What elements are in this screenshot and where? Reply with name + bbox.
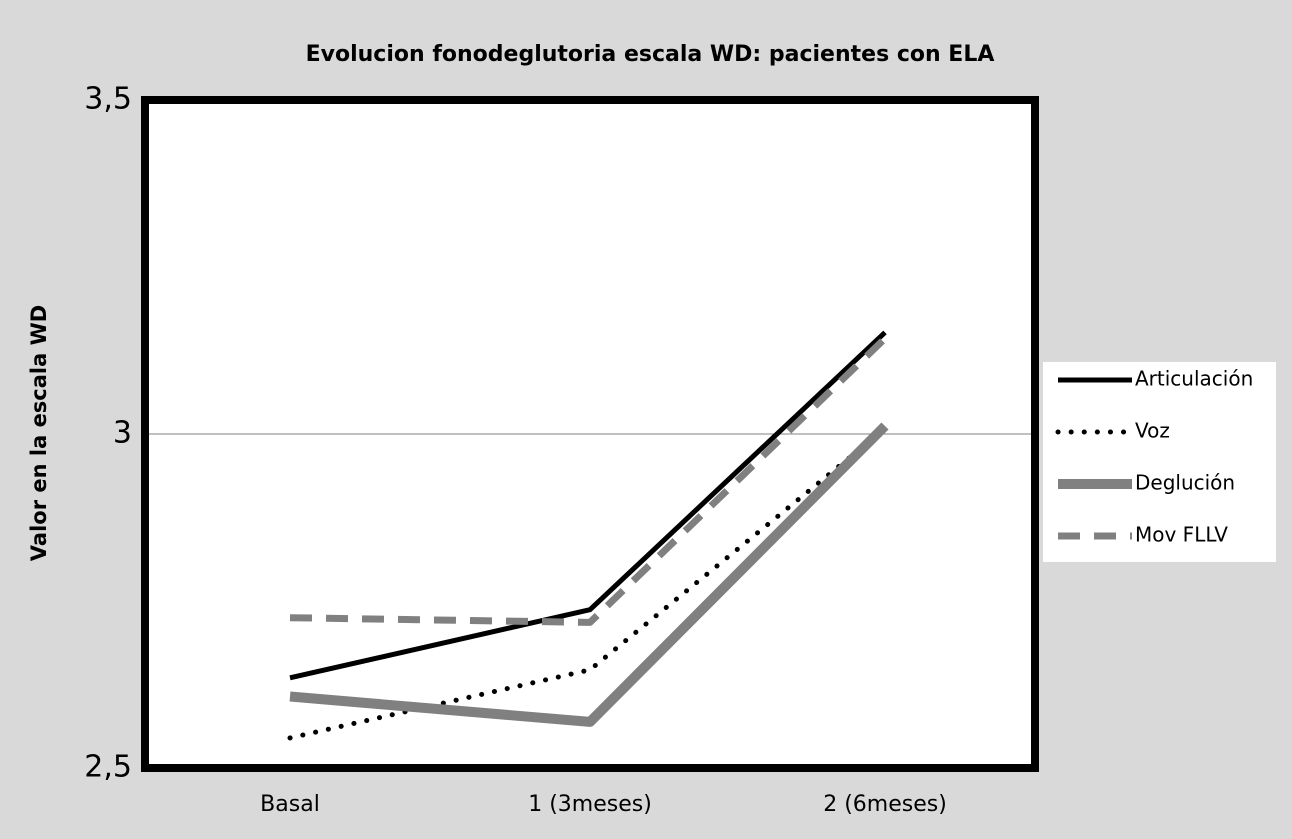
- legend-label: Deglución: [1135, 471, 1235, 495]
- legend: [1043, 362, 1276, 562]
- lines: [287, 330, 889, 741]
- series-line: [289, 330, 887, 681]
- y-tick-label: 2,5: [84, 750, 132, 785]
- chart-title: Evolucion fonodeglutoria escala WD: paci…: [306, 42, 995, 67]
- series-line: [289, 335, 888, 626]
- x-tick-label: 2 (6meses): [823, 792, 947, 817]
- y-axis-label: Valor en la escala WD: [27, 305, 51, 561]
- x-tick-label: 1 (3meses): [528, 792, 652, 817]
- series-line: [287, 426, 888, 741]
- x-tick-label: Basal: [260, 792, 320, 817]
- legend-entries: Articulación Voz Deglución Mov FLLV: [1055, 367, 1253, 547]
- series-line: [289, 422, 889, 727]
- plot-border: [141, 96, 1039, 772]
- y-tick-label: 3,5: [84, 82, 132, 117]
- legend-label: Articulación: [1135, 367, 1253, 391]
- y-tick-label: 3: [113, 416, 132, 451]
- legend-label: Mov FLLV: [1135, 523, 1228, 547]
- legend-label: Voz: [1135, 419, 1170, 443]
